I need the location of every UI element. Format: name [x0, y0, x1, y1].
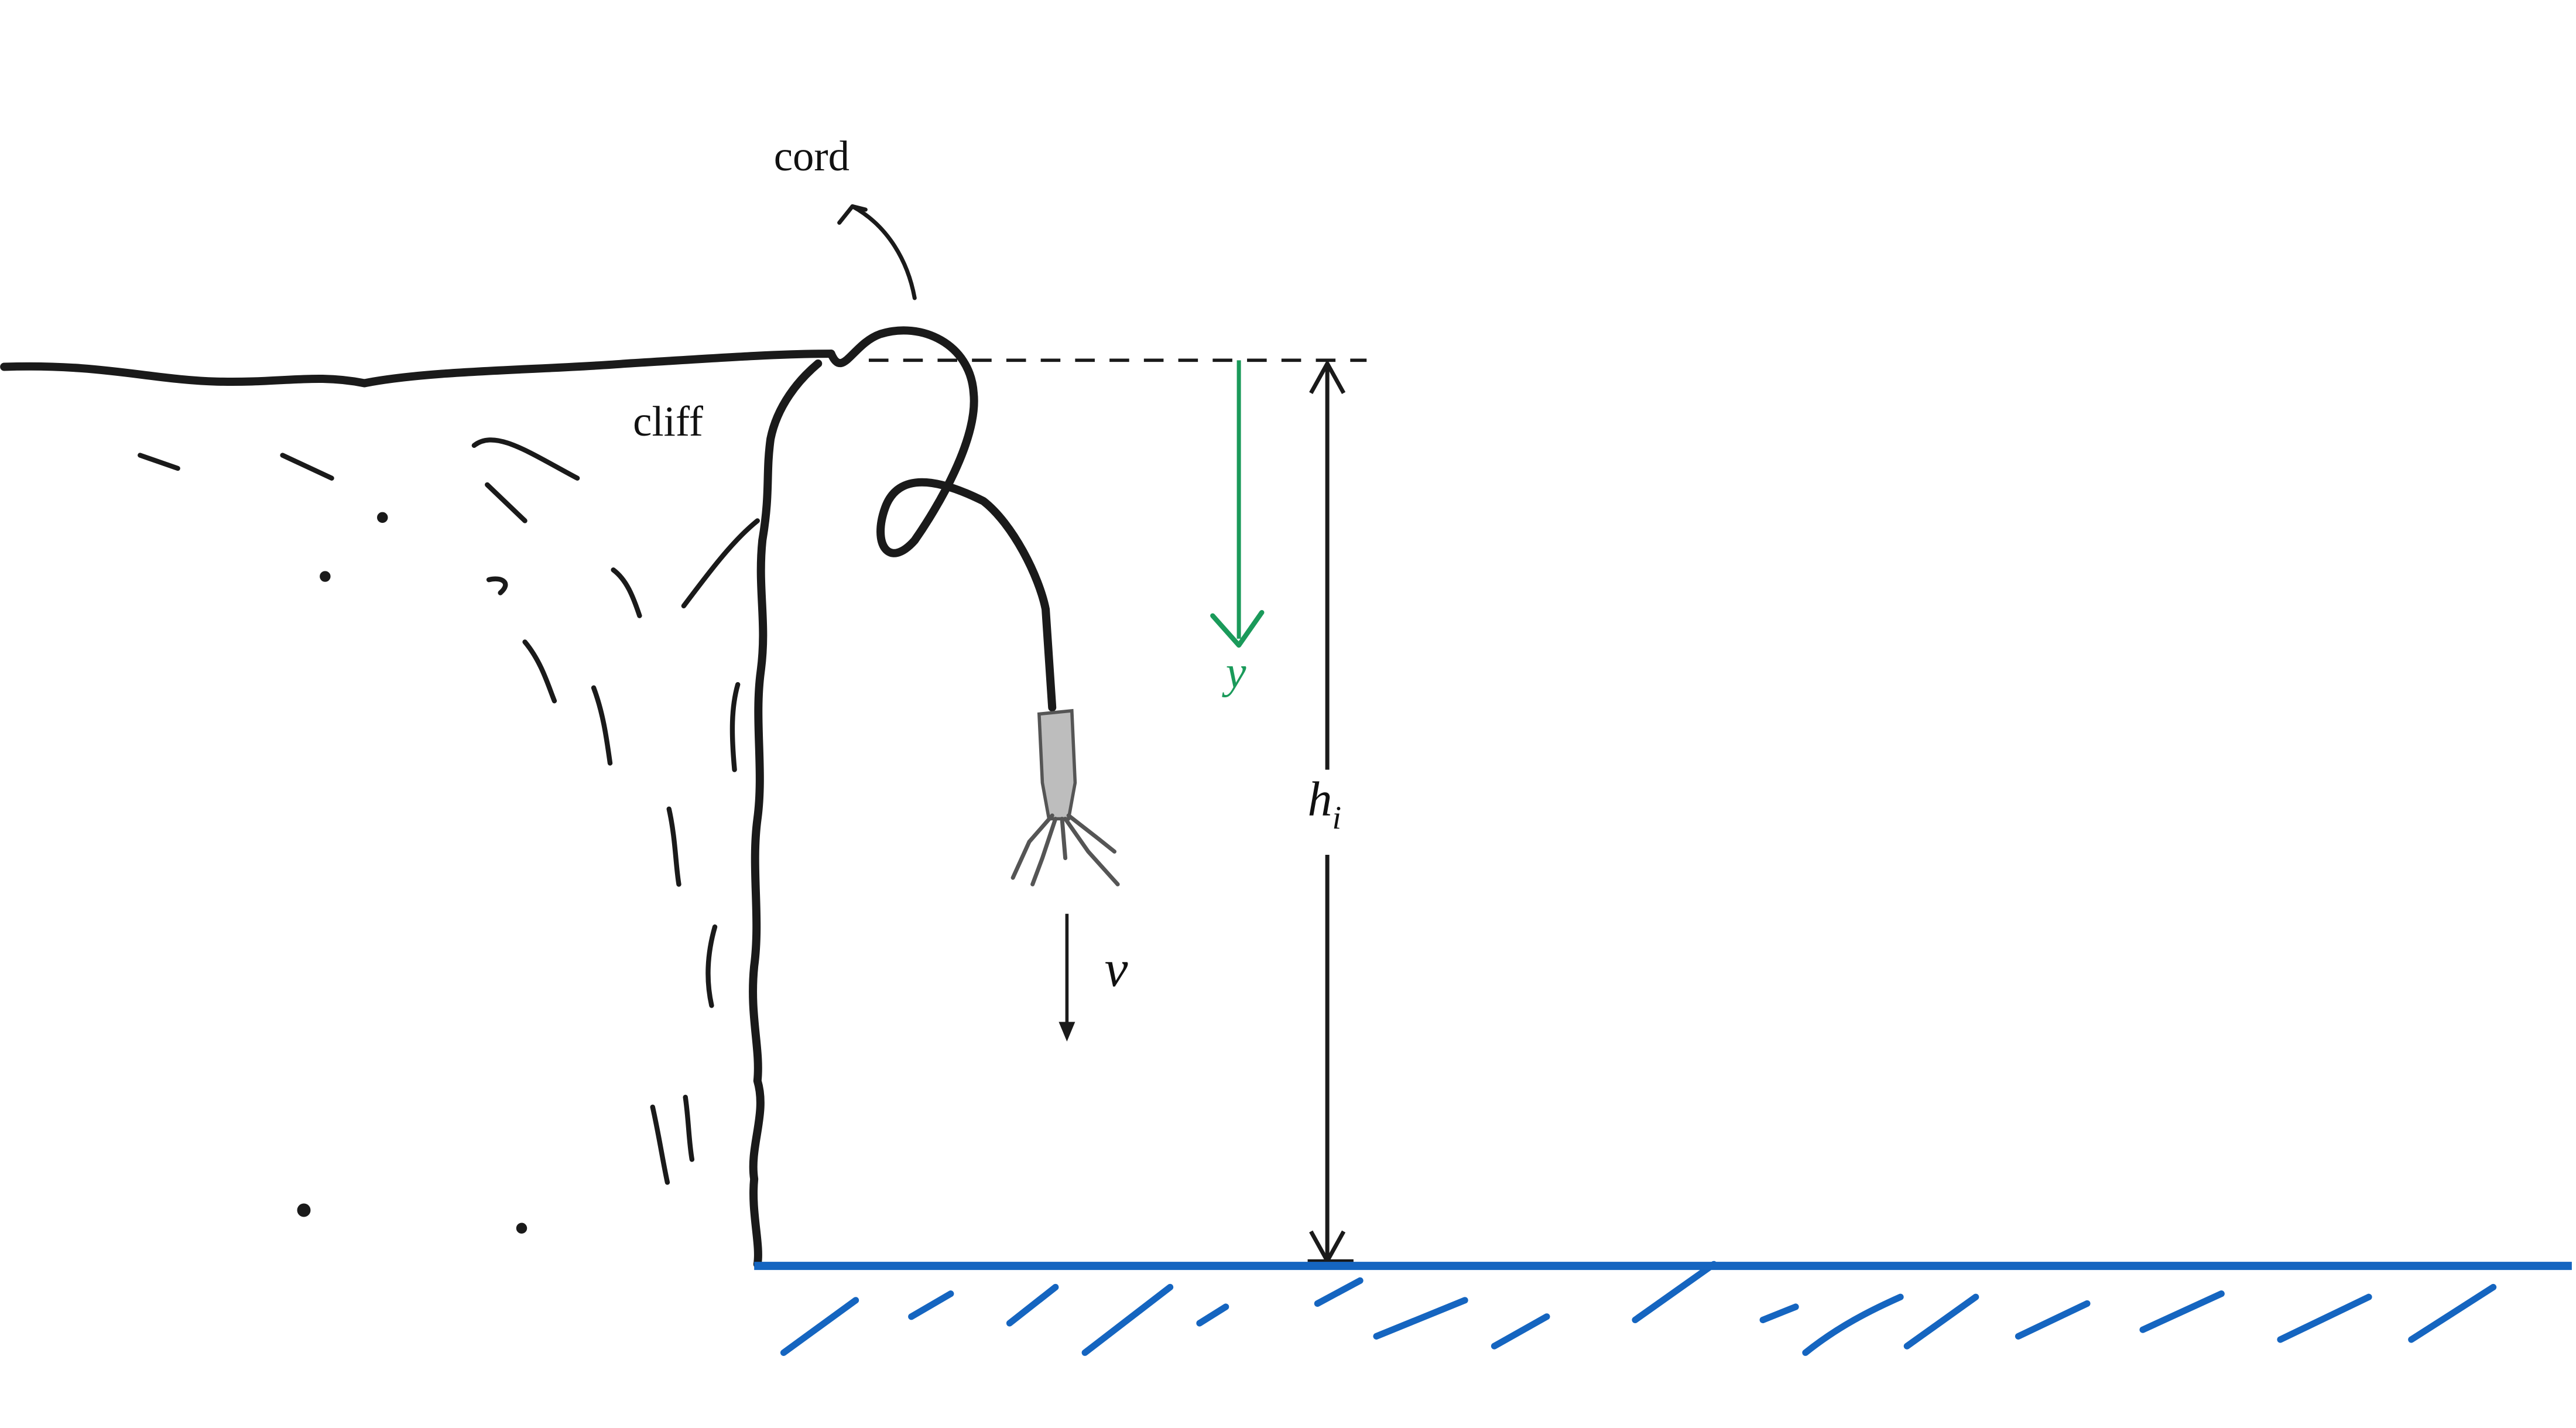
height-label: hi	[1308, 772, 1341, 836]
jumper-arms	[1010, 813, 1120, 886]
ground	[754, 1261, 2572, 1356]
height-symbol: h	[1308, 772, 1332, 827]
cord	[827, 326, 1057, 712]
cliff-drawing	[0, 350, 835, 1269]
velocity-label: v	[1105, 940, 1128, 998]
y-axis-arrow	[1210, 360, 1265, 648]
ground-hatching	[780, 1261, 2497, 1356]
jumper-body	[1037, 708, 1077, 821]
cliff-label: cliff	[633, 398, 704, 445]
cord-line	[827, 326, 1057, 712]
jumper-icon	[1010, 708, 1120, 886]
y-label: y	[1222, 647, 1246, 698]
cliff-top-edge	[0, 350, 835, 388]
height-dimension	[1307, 359, 1354, 1265]
height-subscript: i	[1332, 800, 1342, 836]
cliff-face	[749, 359, 823, 1269]
cord-pointer-arrow	[837, 204, 917, 300]
velocity-arrow	[1059, 913, 1075, 1042]
cliff-texture	[138, 437, 760, 1234]
cord-label: cord	[774, 132, 849, 180]
